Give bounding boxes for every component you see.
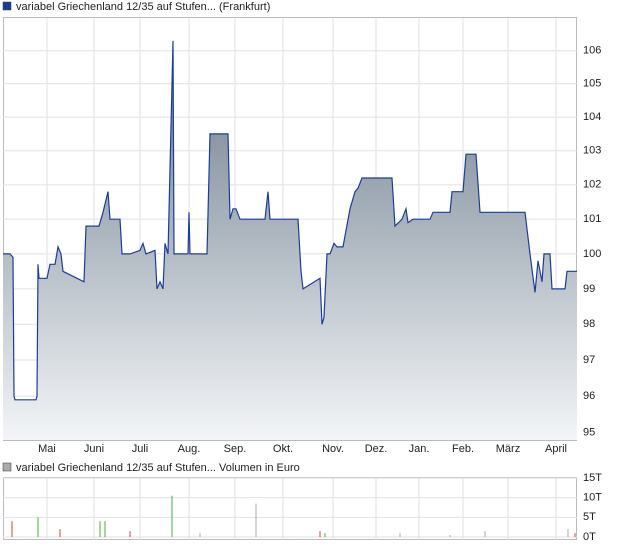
x-tick-label: Juli: [132, 443, 149, 455]
y-tick-label: 96: [583, 390, 595, 402]
legend-swatch: [2, 462, 12, 472]
x-tick-label: Mai: [38, 443, 56, 455]
legend-label: variabel Griechenland 12/35 auf Stufen..…: [16, 1, 270, 13]
x-tick-label: Feb.: [452, 443, 474, 455]
x-tick-label: Sep.: [224, 443, 247, 455]
y-tick-label: 15T: [583, 472, 602, 484]
legend-label: variabel Griechenland 12/35 auf Stufen..…: [16, 462, 300, 474]
y-tick-label: 5T: [583, 511, 596, 523]
y-tick-label: 104: [583, 111, 601, 123]
x-tick-label: Okt.: [273, 443, 293, 455]
x-tick-label: April: [545, 443, 567, 455]
price-line: [3, 40, 577, 401]
y-tick-label: 99: [583, 283, 595, 295]
x-tick-label: März: [496, 443, 520, 455]
y-tick-label: 102: [583, 179, 601, 191]
plot-frame: [3, 477, 577, 540]
y-tick-label: 103: [583, 145, 601, 157]
y-tick-label: 10T: [583, 492, 602, 504]
y-tick-label: 0T: [583, 531, 596, 543]
x-tick-label: Nov.: [322, 443, 344, 455]
y-tick-label: 95: [583, 427, 595, 439]
y-tick-label: 106: [583, 45, 601, 57]
y-tick-label: 105: [583, 78, 601, 90]
y-tick-label: 98: [583, 318, 595, 330]
y-tick-label: 101: [583, 213, 601, 225]
x-tick-label: Juni: [84, 443, 104, 455]
area: [3, 40, 577, 441]
x-tick-label: Dez.: [365, 443, 388, 455]
x-tick-label: Aug.: [178, 443, 201, 455]
y-tick-label: 100: [583, 248, 601, 260]
y-tick-label: 97: [583, 354, 595, 366]
x-tick-label: Jan.: [409, 443, 430, 455]
plot-frame: [3, 17, 577, 441]
legend-swatch: [2, 1, 12, 11]
